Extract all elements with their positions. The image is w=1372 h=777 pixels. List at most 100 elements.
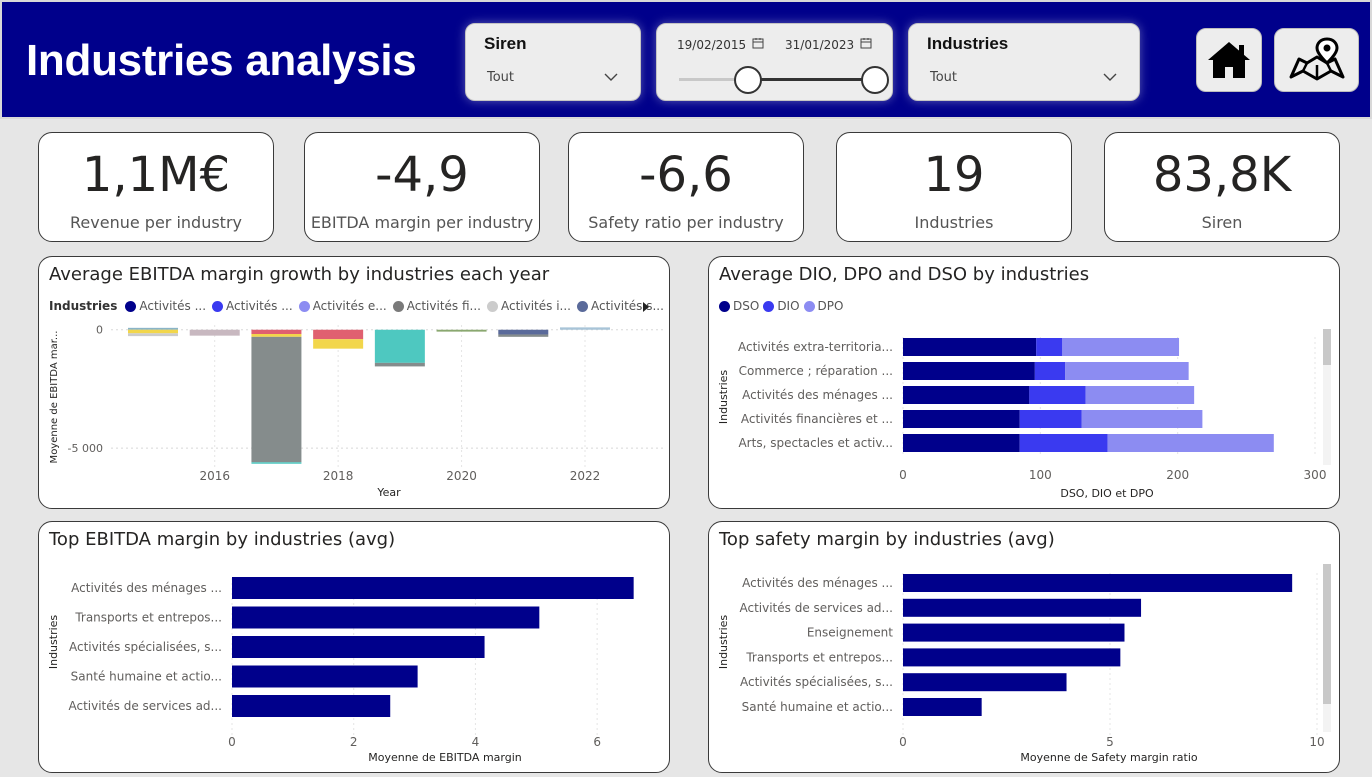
- y-category-label: Santé humaine et actio...: [71, 670, 222, 684]
- y-category-label: Activités des ménages ...: [742, 576, 893, 590]
- legend-dot: [719, 300, 730, 312]
- kpi-card-safety-ratio: -6,6 Safety ratio per industry: [568, 132, 804, 242]
- legend-item[interactable]: DIO: [763, 299, 800, 313]
- chevron-down-icon[interactable]: [1103, 70, 1117, 84]
- x-tick-label: 10: [1309, 735, 1324, 749]
- legend-item[interactable]: Activités ...: [125, 299, 206, 313]
- x-tick-label: 2020: [446, 469, 477, 483]
- x-tick-label: 0: [899, 735, 907, 749]
- bar-segment: [251, 462, 302, 464]
- y-axis-label: Moyenne de EBITDA mar...: [49, 331, 60, 464]
- bar-segment: [498, 329, 549, 335]
- end-date-input[interactable]: 31/01/2023: [785, 38, 855, 52]
- legend-item[interactable]: Activités i...: [486, 299, 571, 313]
- x-tick-label: 4: [472, 735, 480, 749]
- bar: [232, 577, 634, 599]
- kpi-value: -6,6: [639, 147, 733, 203]
- legend-label: Activités ...: [226, 299, 293, 313]
- bar-segment: [189, 329, 240, 336]
- bar: [232, 606, 540, 629]
- bar-segment: [1062, 338, 1180, 356]
- dio-dpo-dso-chart: 0 100 200 300 Activités extra-territoria... C…: [717, 329, 1331, 500]
- kpi-card-ebitda-margin: -4,9 EBITDA margin per industry: [304, 132, 540, 242]
- bar-segment: [903, 386, 1030, 404]
- kpi-value: 19: [923, 147, 985, 203]
- top-safety-panel: Top safety margin by industries (avg) 0 5…: [708, 521, 1340, 773]
- bar-segment: [903, 362, 1035, 380]
- x-axis-label: Year: [376, 486, 401, 499]
- x-tick-label: 0: [228, 735, 236, 749]
- bar-segment: [1065, 362, 1189, 380]
- bar-segment: [128, 329, 178, 334]
- industries-slicer[interactable]: Industries Tout: [908, 23, 1140, 101]
- legend-item[interactable]: Activités fi...: [392, 299, 481, 313]
- legend-item[interactable]: DSO: [719, 299, 759, 313]
- bar-segment: [1029, 386, 1086, 404]
- y-category-label: Activités des ménages ...: [71, 581, 222, 595]
- siren-dropdown-value[interactable]: Tout: [487, 70, 515, 85]
- legend-label: Activités ...: [139, 299, 207, 313]
- ebitda-growth-chart: 0 -5 000 2016 2018 2020 2022 Year Moyenne de EB…: [49, 324, 663, 499]
- top-safety-chart: 0 5 10 Activités des ménages ... Activités d…: [717, 564, 1331, 764]
- calendar-icon[interactable]: [752, 37, 764, 49]
- legend-title: Industries: [49, 299, 118, 313]
- x-axis-label: Moyenne de EBITDA margin: [368, 751, 522, 764]
- kpi-label: Safety ratio per industry: [588, 213, 784, 232]
- x-tick-label: 200: [1166, 468, 1189, 482]
- chart-title: Average DIO, DPO and DSO by industries: [719, 264, 1090, 285]
- y-category-label: Activités financières et ...: [741, 412, 893, 426]
- x-tick-label: 100: [1029, 468, 1052, 482]
- date-slider-end-handle[interactable]: [861, 66, 889, 94]
- top-ebitda-chart: 0 2 4 6 Activités des ménages ... Transports …: [47, 577, 634, 764]
- industries-dropdown-value[interactable]: Tout: [930, 70, 958, 85]
- legend-item[interactable]: DPO: [803, 299, 843, 313]
- kpi-card-industries: 19 Industries: [836, 132, 1072, 242]
- legend-dot: [212, 300, 224, 312]
- bar: [903, 598, 1142, 617]
- y-category-label: Activités de services ad...: [739, 601, 893, 615]
- bar: [903, 698, 982, 716]
- y-category-label: Arts, spectacles et activ...: [738, 436, 893, 450]
- map-button[interactable]: [1274, 28, 1359, 92]
- legend-label: DSO: [733, 299, 760, 313]
- bar: [903, 673, 1067, 692]
- bar-segment: [1085, 386, 1195, 404]
- bar-segment: [903, 338, 1037, 356]
- legend-label: Activités e...: [312, 299, 387, 313]
- legend-dot: [392, 300, 404, 312]
- bar-segment: [560, 327, 610, 330]
- bar-segment: [374, 329, 425, 363]
- date-slider-start-handle[interactable]: [734, 66, 762, 94]
- chart-title: Top safety margin by industries (avg): [719, 529, 1055, 550]
- legend-dot: [763, 300, 775, 312]
- legend-dot: [298, 300, 310, 312]
- chevron-down-icon[interactable]: [604, 70, 618, 84]
- home-button[interactable]: [1196, 28, 1262, 92]
- siren-slicer[interactable]: Siren Tout: [465, 23, 641, 101]
- bar: [232, 665, 418, 688]
- bar-segment: [903, 410, 1020, 428]
- bar-segment: [498, 334, 549, 337]
- legend-dot: [486, 300, 498, 312]
- y-category-label: Transports et entrepos...: [745, 650, 893, 664]
- siren-slicer-title: Siren: [484, 34, 527, 53]
- y-axis-label: Industries: [717, 370, 730, 425]
- y-category-label: Transports et entrepos...: [74, 611, 222, 625]
- bar-segment: [128, 327, 178, 330]
- legend-label: Activités fi...: [406, 299, 481, 313]
- bar-segment: [313, 339, 364, 349]
- start-date-input[interactable]: 19/02/2015: [677, 38, 747, 52]
- legend-item[interactable]: Activités ...: [212, 299, 293, 313]
- legend-label: DIO: [777, 299, 800, 313]
- legend-dot: [125, 300, 137, 312]
- date-range-slicer[interactable]: 19/02/2015 31/01/2023: [656, 23, 893, 101]
- legend-item[interactable]: Activités e...: [298, 299, 387, 313]
- x-tick-label: 2022: [570, 469, 601, 483]
- legend-next-arrow[interactable]: [643, 302, 649, 312]
- y-category-label: Activités des ménages ...: [742, 388, 893, 402]
- kpi-label: Revenue per industry: [70, 213, 242, 232]
- x-tick-label: 2018: [323, 469, 354, 483]
- y-axis-label: Industries: [47, 615, 60, 670]
- calendar-icon[interactable]: [860, 37, 872, 49]
- x-tick-label: 2016: [199, 469, 230, 483]
